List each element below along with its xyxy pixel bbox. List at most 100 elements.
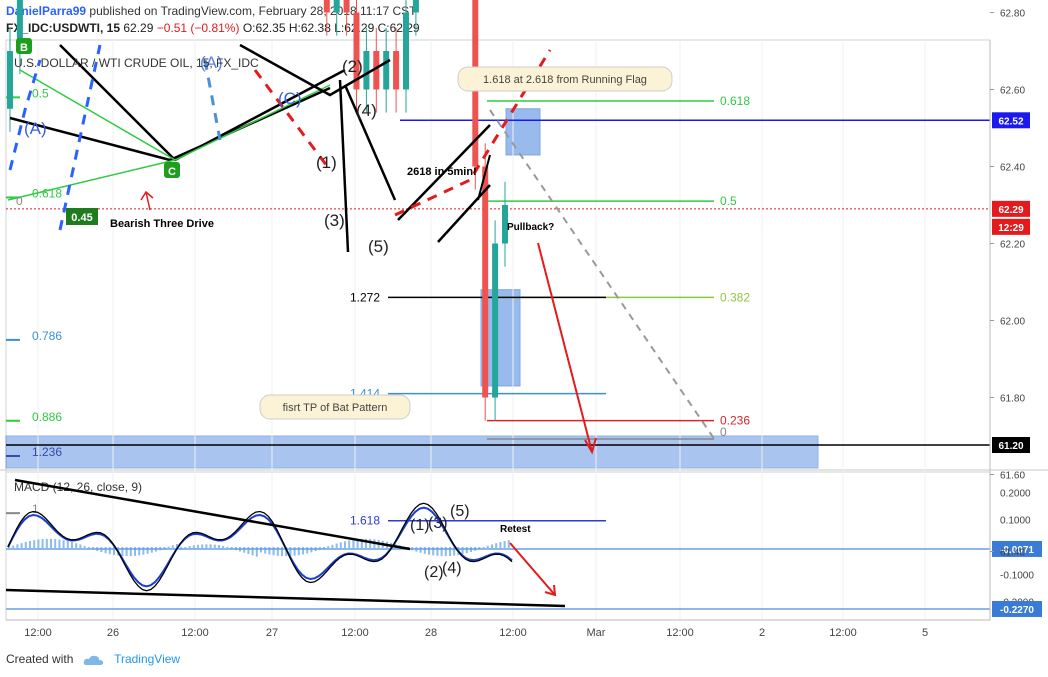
y-tick-label: 62.60 — [1000, 86, 1025, 97]
macd-histogram-bar — [314, 547, 317, 552]
wave-4-line — [343, 84, 397, 201]
footer: Created with TradingView — [6, 652, 180, 666]
x-tick-label: 12:00 — [666, 627, 694, 639]
macd-histogram-bar — [213, 544, 216, 548]
candle-body — [412, 0, 419, 13]
price-change: −0.51 (−0.81%) — [156, 21, 240, 35]
macd-histogram-bar — [58, 539, 61, 548]
macd-histogram-bar — [415, 547, 418, 552]
candle-body — [363, 51, 370, 90]
macd-histogram-bar — [264, 547, 267, 554]
pivot-label: C — [168, 166, 176, 178]
macd-histogram-bar — [71, 542, 73, 548]
macd-histogram-bar — [129, 547, 132, 557]
macd-pane — [5, 471, 991, 621]
macd-histogram-bar — [45, 538, 48, 548]
candle-body — [492, 243, 499, 398]
macd-wave-label: (4) — [442, 560, 462, 577]
macd-histogram-bar — [159, 547, 162, 551]
macd-histogram-bar — [209, 544, 212, 548]
x-tick-label: 28 — [425, 627, 437, 639]
fib-left-label: 0.786 — [32, 329, 62, 343]
price-tag-label: 12:29 — [998, 223, 1024, 234]
projection-arrow — [537, 242, 593, 453]
wave-3-line — [338, 79, 350, 253]
macd-histogram-bar — [96, 547, 99, 551]
macd-histogram-bar — [113, 547, 115, 556]
macd-histogram-bar — [255, 547, 258, 557]
author-link[interactable]: DanielParra99 — [6, 4, 87, 18]
macd-histogram-bar — [276, 547, 279, 556]
macd-histogram-bar — [108, 547, 111, 555]
harmonic-ratio-badge — [66, 208, 98, 225]
wave-label-secondary: (A) — [200, 53, 223, 72]
macd-histogram-bar — [499, 542, 502, 548]
flag-5min-note: 2618 in 5min! — [407, 166, 477, 178]
macd-histogram-bar — [360, 538, 363, 548]
upper-channel-line — [239, 43, 391, 97]
fib-left-label: 0.618 — [32, 186, 62, 200]
wave-label: (1) — [316, 153, 337, 172]
callout-bubble — [457, 66, 673, 92]
macd-histogram-bar — [41, 539, 44, 548]
x-tick-label: 12:00 — [341, 627, 369, 639]
macd-histogram-bar — [285, 547, 288, 557]
target-zone — [5, 435, 819, 469]
macd-histogram-bar — [482, 547, 485, 549]
fib-left-label: 0.886 — [32, 410, 62, 424]
macd-wave-label: (2) — [424, 564, 444, 581]
pivot-label: B — [20, 42, 28, 54]
macd-histogram-bar — [302, 547, 304, 555]
candle-body — [393, 51, 400, 90]
x-tick-label: 27 — [266, 627, 278, 639]
flag-drop-line — [477, 154, 491, 201]
macd-y-tick-label: 0.2000 — [1000, 488, 1031, 499]
macd-histogram-bar — [50, 538, 52, 548]
price-tag-label: 62.52 — [998, 116, 1023, 127]
flag-bottom-line — [437, 184, 491, 243]
y-tick-label: 61.40 — [1000, 548, 1025, 559]
tradingview-cloud-icon — [83, 655, 103, 665]
macd-histogram-bar — [478, 547, 481, 550]
macd-histogram-bar — [176, 543, 178, 548]
macd-y-tick-label: -0.1000 — [1000, 570, 1034, 581]
three-drive-arrow — [140, 190, 154, 211]
x-tick-label: 12:00 — [24, 627, 52, 639]
extension-label: 1.272 — [350, 290, 380, 304]
macd-histogram-bar — [297, 547, 300, 556]
fib-left-label: 0 — [16, 194, 23, 208]
fib-right-label: 0 — [720, 425, 727, 439]
x-tick-label: 12:00 — [829, 627, 857, 639]
harmonic-ratio-value: 0.45 — [71, 212, 92, 224]
macd-histogram-bar — [180, 547, 183, 550]
macd-histogram-bar — [474, 547, 477, 551]
symbol-name[interactable]: FX_IDC:USDWTI, 15 — [6, 21, 121, 35]
tradingview-link[interactable]: TradingView — [114, 652, 181, 666]
macd-histogram-bar — [79, 544, 82, 548]
wave-b-dash-blue — [58, 44, 102, 231]
x-tick-label: 2 — [759, 627, 765, 639]
price-tag — [992, 112, 1030, 129]
wave-label: (3) — [324, 211, 345, 230]
macd-histogram-bar — [436, 547, 439, 556]
candle-body — [403, 12, 409, 90]
fib-right-label: 0.236 — [720, 414, 750, 428]
macd-histogram-bar — [306, 547, 309, 554]
macd-histogram-bar — [327, 546, 330, 548]
fib-right-label: 0.5 — [720, 194, 737, 208]
three-drive-line — [9, 86, 331, 162]
fib-right-label: 0.618 — [720, 94, 750, 108]
wave-a2-dash-blue — [203, 59, 222, 141]
candle-body — [16, 0, 23, 51]
macd-histogram-bar — [20, 543, 23, 548]
macd-histogram-bar — [167, 546, 170, 548]
macd-histogram-bar — [419, 547, 422, 553]
macd-histogram-bar — [331, 544, 334, 548]
last-price: 62.29 — [123, 21, 154, 35]
macd-histogram-bar — [163, 547, 166, 549]
macd-histogram-bar — [470, 547, 472, 553]
x-tick-label: Mar — [587, 627, 606, 639]
macd-histogram-bar — [318, 547, 321, 550]
running-flag-dash-red — [394, 49, 552, 217]
